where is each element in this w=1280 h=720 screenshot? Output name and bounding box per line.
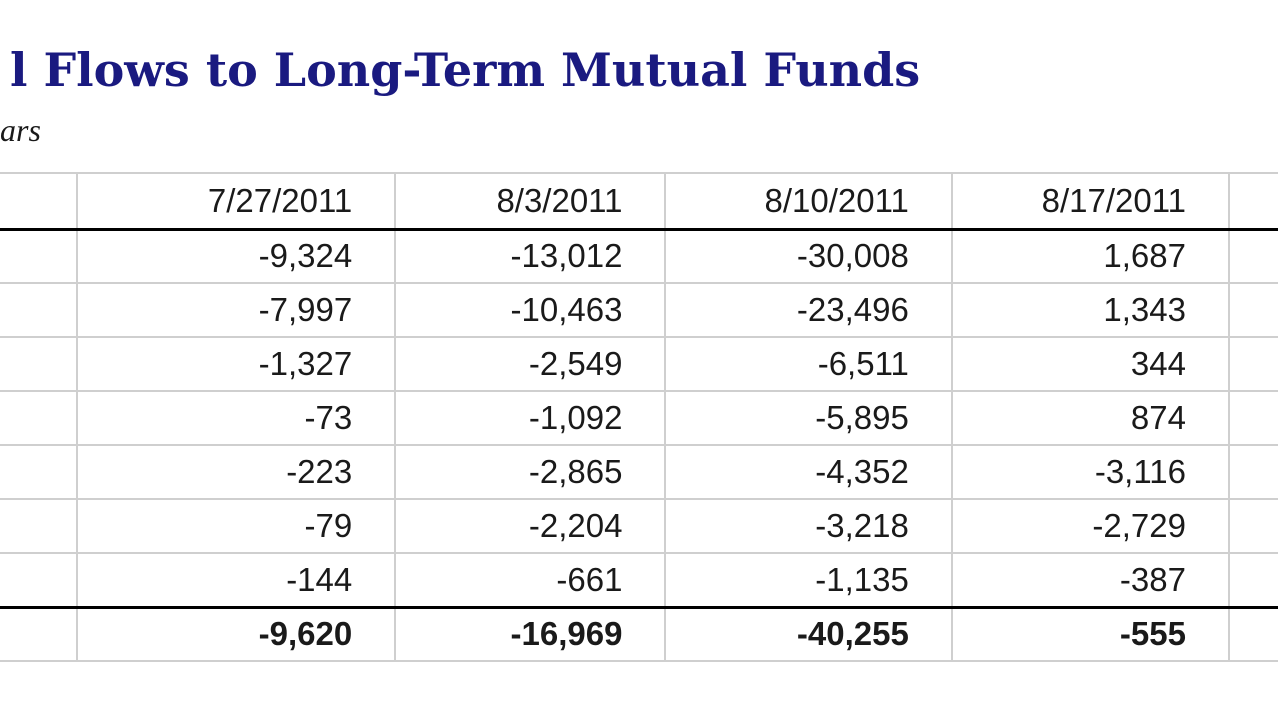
table-cell: 874 <box>950 391 1229 446</box>
table-cell <box>1227 391 1278 446</box>
header-cell-date <box>1227 172 1278 231</box>
row-label-cell <box>0 391 78 446</box>
header-cell-label <box>0 172 78 231</box>
table-cell <box>1227 499 1278 554</box>
table-cell: -23,496 <box>664 283 952 338</box>
total-cell: -40,255 <box>664 605 952 662</box>
page-subtitle: ars <box>0 112 41 148</box>
header-cell-date: 7/27/2011 <box>76 172 396 231</box>
table-cell: -6,511 <box>664 337 952 392</box>
table-cell: -7,997 <box>76 283 396 338</box>
table-cell: -223 <box>76 445 396 500</box>
table-row: -223 -2,865 -4,352 -3,116 <box>0 445 1278 500</box>
row-label-cell <box>0 553 78 608</box>
table-cell: -2,729 <box>950 499 1229 554</box>
header-row: 7/27/2011 8/3/2011 8/10/2011 8/17/2011 <box>0 172 1278 231</box>
table-cell: -1,135 <box>664 553 952 608</box>
table-row: -79 -2,204 -3,218 -2,729 <box>0 499 1278 554</box>
total-cell: -16,969 <box>394 605 666 662</box>
table-cell <box>1227 283 1278 338</box>
table-row: -144 -661 -1,135 -387 <box>0 553 1278 608</box>
table-cell: 1,687 <box>950 229 1229 284</box>
table-cell <box>1227 337 1278 392</box>
header-cell-date: 8/10/2011 <box>664 172 952 231</box>
table-cell: -1,327 <box>76 337 396 392</box>
table-cell: -1,092 <box>394 391 666 446</box>
table-cell <box>1227 445 1278 500</box>
row-label-cell <box>0 337 78 392</box>
table-row: -73 -1,092 -5,895 874 <box>0 391 1278 446</box>
table-cell: -3,116 <box>950 445 1229 500</box>
table-cell: 344 <box>950 337 1229 392</box>
table-cell: -3,218 <box>664 499 952 554</box>
table-cell: -79 <box>76 499 396 554</box>
table-cell: -2,865 <box>394 445 666 500</box>
table-cell: -30,008 <box>664 229 952 284</box>
table-cell: 1,343 <box>950 283 1229 338</box>
total-cell: -9,620 <box>76 605 396 662</box>
total-cell: -555 <box>950 605 1229 662</box>
table-cell: -2,204 <box>394 499 666 554</box>
total-cell <box>1227 605 1278 662</box>
table-cell <box>1227 553 1278 608</box>
header-cell-date: 8/17/2011 <box>950 172 1229 231</box>
row-label-cell <box>0 283 78 338</box>
table-row: -7,997 -10,463 -23,496 1,343 <box>0 283 1278 338</box>
fund-flows-table: 7/27/2011 8/3/2011 8/10/2011 8/17/2011 -… <box>0 172 1278 662</box>
table-cell: -2,549 <box>394 337 666 392</box>
table-cell: -387 <box>950 553 1229 608</box>
row-label-cell <box>0 445 78 500</box>
row-label-cell <box>0 499 78 554</box>
table-cell: -10,463 <box>394 283 666 338</box>
table-cell: -4,352 <box>664 445 952 500</box>
total-row: -9,620 -16,969 -40,255 -555 <box>0 605 1278 662</box>
page-title: l Flows to Long-Term Mutual Funds <box>10 43 921 97</box>
header-cell-date: 8/3/2011 <box>394 172 666 231</box>
table-cell: -5,895 <box>664 391 952 446</box>
table-cell <box>1227 229 1278 284</box>
table-row: -9,324 -13,012 -30,008 1,687 <box>0 229 1278 284</box>
table-cell: -13,012 <box>394 229 666 284</box>
table-row: -1,327 -2,549 -6,511 344 <box>0 337 1278 392</box>
table-cell: -73 <box>76 391 396 446</box>
table-cell: -9,324 <box>76 229 396 284</box>
table-cell: -144 <box>76 553 396 608</box>
total-label-cell <box>0 605 78 662</box>
table-cell: -661 <box>394 553 666 608</box>
row-label-cell <box>0 229 78 284</box>
